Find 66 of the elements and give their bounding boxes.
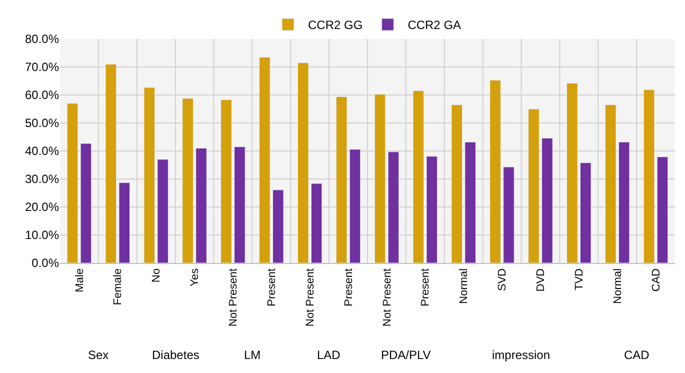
x-tick-label: TVD bbox=[573, 268, 586, 290]
bar bbox=[157, 159, 168, 263]
y-tick-label: 40.0% bbox=[24, 144, 60, 158]
text: impression bbox=[492, 348, 550, 362]
bar bbox=[618, 142, 630, 263]
bar bbox=[464, 142, 476, 263]
bar bbox=[542, 138, 553, 263]
bar bbox=[388, 152, 400, 263]
x-tick-label: Normal bbox=[458, 268, 470, 304]
bar bbox=[604, 104, 616, 263]
x-tick-label: Female bbox=[112, 268, 124, 306]
bar bbox=[451, 104, 462, 263]
bar bbox=[528, 108, 540, 263]
x-tick-label: CAD bbox=[650, 268, 662, 292]
bar bbox=[144, 87, 155, 263]
bar bbox=[336, 96, 348, 263]
x-tick-label: Present bbox=[266, 268, 278, 306]
bar bbox=[349, 149, 361, 263]
bar bbox=[272, 190, 284, 263]
bar bbox=[490, 80, 501, 263]
y-tick-label: 20.0% bbox=[24, 200, 60, 214]
x-tick-label: DVD bbox=[535, 268, 548, 292]
bar bbox=[196, 148, 207, 263]
x-tick-label: Present bbox=[342, 268, 355, 306]
x-tick-label: SVD bbox=[496, 268, 509, 292]
x-tick-label: No bbox=[150, 268, 163, 282]
y-tick-label: 70.0% bbox=[24, 60, 60, 74]
bar bbox=[566, 82, 578, 263]
bar bbox=[656, 156, 668, 263]
x-tick-label: Yes bbox=[189, 268, 202, 286]
x-tick-label: Not Present bbox=[304, 268, 316, 326]
y-tick-label: 60.0% bbox=[24, 88, 60, 102]
bar bbox=[66, 103, 78, 263]
text: LM bbox=[244, 348, 261, 362]
y-tick-label: 30.0% bbox=[24, 172, 60, 186]
x-tick-label: Not Present bbox=[228, 268, 240, 326]
x-tick-label: Normal bbox=[612, 268, 624, 304]
bar bbox=[426, 156, 438, 263]
x-tick-label: Not Present bbox=[381, 268, 394, 326]
y-tick-label: 80.0% bbox=[24, 32, 60, 46]
bar bbox=[503, 166, 514, 263]
bar bbox=[297, 62, 309, 263]
y-tick-label: 0.0% bbox=[32, 256, 60, 270]
bar bbox=[259, 56, 270, 263]
text: PDA/PLV bbox=[381, 348, 431, 362]
legend-label: CCR2 GA bbox=[408, 18, 462, 32]
bar bbox=[310, 183, 322, 263]
bar bbox=[580, 162, 592, 263]
bar bbox=[105, 64, 117, 263]
text: LAD bbox=[317, 348, 341, 362]
bar bbox=[80, 143, 92, 263]
text: Sex bbox=[88, 348, 109, 362]
x-tick-label: Male bbox=[74, 268, 86, 292]
bar bbox=[118, 182, 130, 263]
legend-label: CCR2 GG bbox=[308, 18, 363, 32]
bar bbox=[412, 90, 424, 263]
text: CAD bbox=[624, 348, 650, 362]
x-tick-label: Present bbox=[420, 268, 432, 306]
bar bbox=[234, 146, 246, 263]
bar bbox=[220, 100, 232, 263]
bar bbox=[643, 89, 655, 263]
bar bbox=[374, 94, 386, 263]
text: Diabetes bbox=[152, 348, 200, 362]
y-tick-label: 50.0% bbox=[24, 116, 60, 130]
bar bbox=[182, 98, 194, 263]
y-tick-label: 10.0% bbox=[24, 228, 60, 242]
